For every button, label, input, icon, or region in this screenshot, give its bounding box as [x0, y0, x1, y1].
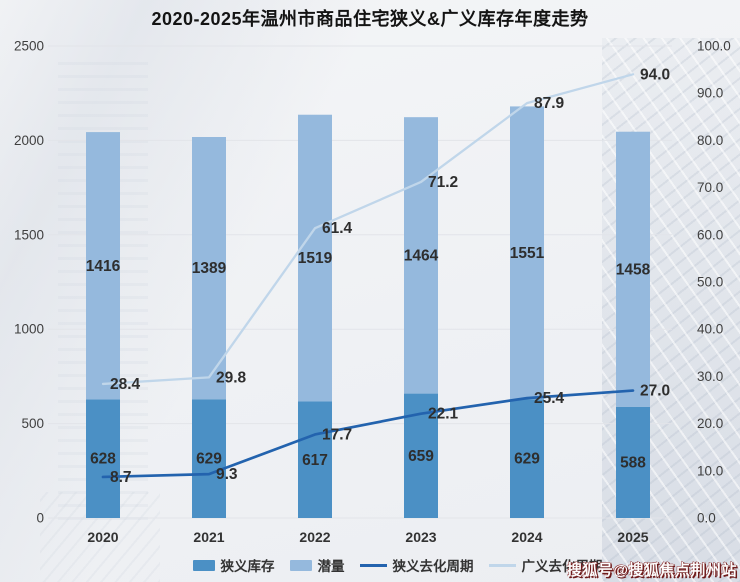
broad-cycle-line-value: 71.2 — [428, 174, 458, 191]
broad-cycle-line-value: 29.8 — [216, 369, 247, 386]
x-axis-label: 2024 — [511, 529, 542, 545]
legend: 狭义库存 潜量 狭义去化周期 广义去化周期 — [0, 555, 740, 575]
bar-narrow-value: 628 — [90, 451, 116, 468]
bar-potential — [298, 114, 332, 402]
right-axis-tick: 40.0 — [697, 322, 723, 337]
bar-narrow-value: 617 — [302, 452, 328, 469]
narrow-cycle-line-value: 25.4 — [534, 390, 565, 407]
left-axis-tick: 2500 — [14, 39, 44, 54]
left-axis-tick: 1500 — [14, 227, 44, 242]
bar-potential — [510, 106, 544, 400]
bar-narrow-value: 629 — [514, 451, 540, 468]
x-axis-label: 2022 — [299, 529, 330, 545]
bar-potential — [86, 132, 120, 400]
right-axis-tick: 80.0 — [697, 133, 723, 148]
legend-item-bar-1: 潜量 — [289, 555, 345, 575]
x-axis-label: 2020 — [87, 529, 118, 545]
broad-cycle-line-value: 94.0 — [640, 66, 670, 83]
bar-potential-value: 1416 — [86, 258, 121, 275]
bar-potential-value: 1389 — [192, 260, 227, 277]
right-axis-tick: 30.0 — [697, 369, 723, 384]
narrow-cycle-line-value: 9.3 — [216, 466, 238, 483]
bar-potential-value: 1458 — [616, 261, 651, 278]
broad-cycle-line-value: 28.4 — [110, 376, 141, 393]
bar-narrow-inventory — [192, 399, 226, 518]
bar-potential-value: 1464 — [404, 247, 439, 264]
legend-item-bar-0: 狭义库存 — [192, 555, 275, 575]
right-axis-tick: 0.0 — [697, 511, 716, 526]
legend-label: 潜量 — [317, 559, 345, 574]
legend-item-line-3: 广义去化周期 — [488, 555, 603, 575]
bar-potential-value: 1551 — [510, 245, 545, 262]
right-axis-tick: 50.0 — [697, 275, 723, 290]
bar-narrow-value: 588 — [620, 454, 646, 471]
left-axis-tick: 500 — [21, 416, 44, 431]
narrow-cycle-line-value: 22.1 — [428, 406, 459, 423]
left-axis-tick: 0 — [36, 511, 44, 526]
legend-label: 狭义去化周期 — [392, 559, 474, 574]
x-axis-label: 2025 — [617, 529, 648, 545]
legend-label: 狭义库存 — [220, 559, 275, 574]
bar-narrow-value: 659 — [408, 448, 434, 465]
right-axis-tick: 100.0 — [697, 39, 731, 54]
bar-potential — [616, 131, 650, 407]
right-axis-tick: 60.0 — [697, 227, 723, 242]
chart-title: 2020-2025年温州市商品住宅狭义&广义库存年度走势 — [151, 9, 589, 29]
x-axis-label: 2023 — [405, 529, 436, 545]
narrow-cycle-line — [101, 389, 635, 479]
bar-narrow-inventory — [510, 399, 544, 518]
bar-potential-value: 1519 — [298, 250, 333, 267]
legend-swatch-icon — [359, 563, 387, 567]
x-axis-label: 2021 — [193, 529, 224, 545]
left-axis-tick: 1000 — [14, 322, 44, 337]
bar-narrow-inventory — [86, 399, 120, 518]
legend-item-line-2: 狭义去化周期 — [359, 555, 474, 575]
bar-narrow-inventory — [298, 401, 332, 518]
broad-cycle-line-value: 61.4 — [322, 220, 353, 237]
narrow-cycle-line-value: 27.0 — [640, 383, 670, 400]
right-axis-tick: 90.0 — [697, 86, 723, 101]
bar-potential — [192, 137, 226, 400]
narrow-cycle-line-value: 8.7 — [110, 469, 132, 486]
broad-cycle-line-value: 87.9 — [534, 95, 565, 112]
bar-potential — [404, 117, 438, 394]
legend-swatch-icon — [192, 559, 215, 571]
narrow-cycle-line-value: 17.7 — [322, 426, 352, 443]
right-axis-tick: 10.0 — [697, 463, 723, 478]
broad-cycle-line — [101, 73, 635, 386]
watermark: 搜狐号@搜狐焦点荆州站 — [566, 562, 737, 579]
legend-label: 广义去化周期 — [521, 559, 603, 574]
legend-swatch-icon — [289, 559, 312, 571]
left-axis-tick: 2000 — [14, 133, 44, 148]
bar-narrow-inventory — [616, 406, 650, 518]
bar-narrow-value: 629 — [196, 451, 222, 468]
legend-swatch-icon — [488, 563, 516, 567]
right-axis-tick: 20.0 — [697, 416, 723, 431]
right-axis-tick: 70.0 — [697, 180, 723, 195]
